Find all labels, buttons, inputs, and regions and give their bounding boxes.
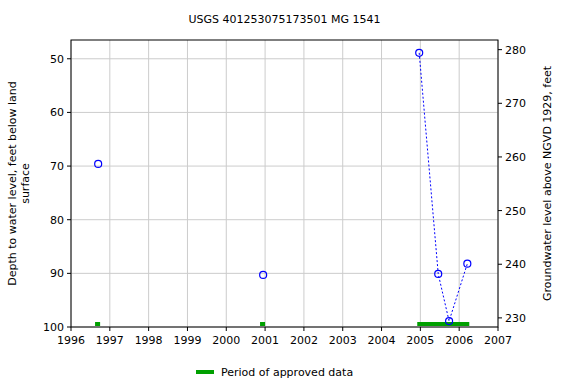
tick bbox=[148, 327, 149, 331]
title: USGS 401253075173501 MG 1541 bbox=[188, 13, 380, 26]
axis-label-line: surface bbox=[19, 163, 32, 204]
grid-line bbox=[71, 219, 498, 220]
tick-label: 2006 bbox=[445, 334, 473, 347]
tick bbox=[420, 327, 421, 331]
legend-label: Period of approved data bbox=[221, 366, 353, 379]
data-point bbox=[260, 271, 267, 278]
tick-label: 80 bbox=[50, 214, 64, 227]
grid-line bbox=[71, 273, 498, 274]
tick-label: 240 bbox=[505, 258, 526, 271]
tick-label: 270 bbox=[505, 97, 526, 110]
tick bbox=[67, 327, 71, 328]
tick-label: 1998 bbox=[135, 334, 163, 347]
tick bbox=[67, 112, 71, 113]
tick bbox=[67, 166, 71, 167]
tick bbox=[498, 210, 502, 211]
grid-line bbox=[420, 40, 421, 327]
tick-label: 2004 bbox=[368, 334, 396, 347]
grid-line bbox=[381, 40, 382, 327]
data-point bbox=[446, 318, 453, 325]
tick-label: 90 bbox=[50, 267, 64, 280]
approved-period bbox=[260, 322, 265, 326]
grid-line bbox=[109, 40, 110, 327]
tick-label: 250 bbox=[505, 205, 526, 218]
plot-area bbox=[95, 49, 471, 326]
tick bbox=[226, 327, 227, 331]
approved-period bbox=[417, 322, 469, 326]
grid-line bbox=[342, 40, 343, 327]
approved-period bbox=[95, 322, 100, 326]
data-line bbox=[419, 53, 467, 321]
tick bbox=[303, 327, 304, 331]
tick bbox=[342, 327, 343, 331]
tick-label: 1999 bbox=[173, 334, 201, 347]
tick-label: 1996 bbox=[57, 334, 85, 347]
grid-line bbox=[265, 40, 266, 327]
grid-line bbox=[187, 40, 188, 327]
tick-label: 2002 bbox=[290, 334, 318, 347]
tick-label: 280 bbox=[505, 44, 526, 57]
grid-line bbox=[226, 40, 227, 327]
tick bbox=[109, 327, 110, 331]
legend-swatch bbox=[196, 370, 214, 374]
grid-line bbox=[71, 112, 498, 113]
tick bbox=[265, 327, 266, 331]
grid-line bbox=[303, 40, 304, 327]
tick bbox=[187, 327, 188, 331]
tick-label: 2003 bbox=[329, 334, 357, 347]
tick-label: 2001 bbox=[251, 334, 279, 347]
data-point bbox=[464, 260, 471, 267]
chart: 1996 1997 1998 1999 2000 2001 2002 2003 2004 2005… bbox=[0, 0, 576, 384]
tick bbox=[498, 264, 502, 265]
tick-label: 100 bbox=[43, 321, 64, 334]
tick bbox=[498, 317, 502, 318]
tick-label: 50 bbox=[50, 53, 64, 66]
grid-line bbox=[71, 58, 498, 59]
data-point bbox=[435, 270, 442, 277]
data-point bbox=[416, 49, 423, 56]
grid-line bbox=[71, 166, 498, 167]
data-point bbox=[95, 160, 102, 167]
tick-label: 1997 bbox=[96, 334, 124, 347]
tick bbox=[498, 49, 502, 50]
tick-label: 2007 bbox=[484, 334, 512, 347]
axis-label-line: Depth to water level, feet below land bbox=[6, 81, 19, 286]
tick-label: 230 bbox=[505, 312, 526, 325]
tick-label: 2005 bbox=[406, 334, 434, 347]
tick-label: 70 bbox=[50, 160, 64, 173]
tick-label: 260 bbox=[505, 151, 526, 164]
tick bbox=[67, 273, 71, 274]
tick bbox=[498, 327, 499, 331]
tick bbox=[67, 219, 71, 220]
axis-label: Groundwater level above NGVD 1929, feet bbox=[541, 65, 554, 301]
tick-label: 2000 bbox=[212, 334, 240, 347]
grid-line bbox=[459, 40, 460, 327]
tick bbox=[381, 327, 382, 331]
axis-label: Depth to water level, feet below landsur… bbox=[6, 81, 32, 286]
tick bbox=[67, 58, 71, 59]
tick bbox=[498, 156, 502, 157]
plot-frame bbox=[71, 40, 498, 327]
tick bbox=[459, 327, 460, 331]
grid-line bbox=[148, 40, 149, 327]
tick bbox=[498, 103, 502, 104]
tick bbox=[71, 327, 72, 331]
tick-label: 60 bbox=[50, 106, 64, 119]
